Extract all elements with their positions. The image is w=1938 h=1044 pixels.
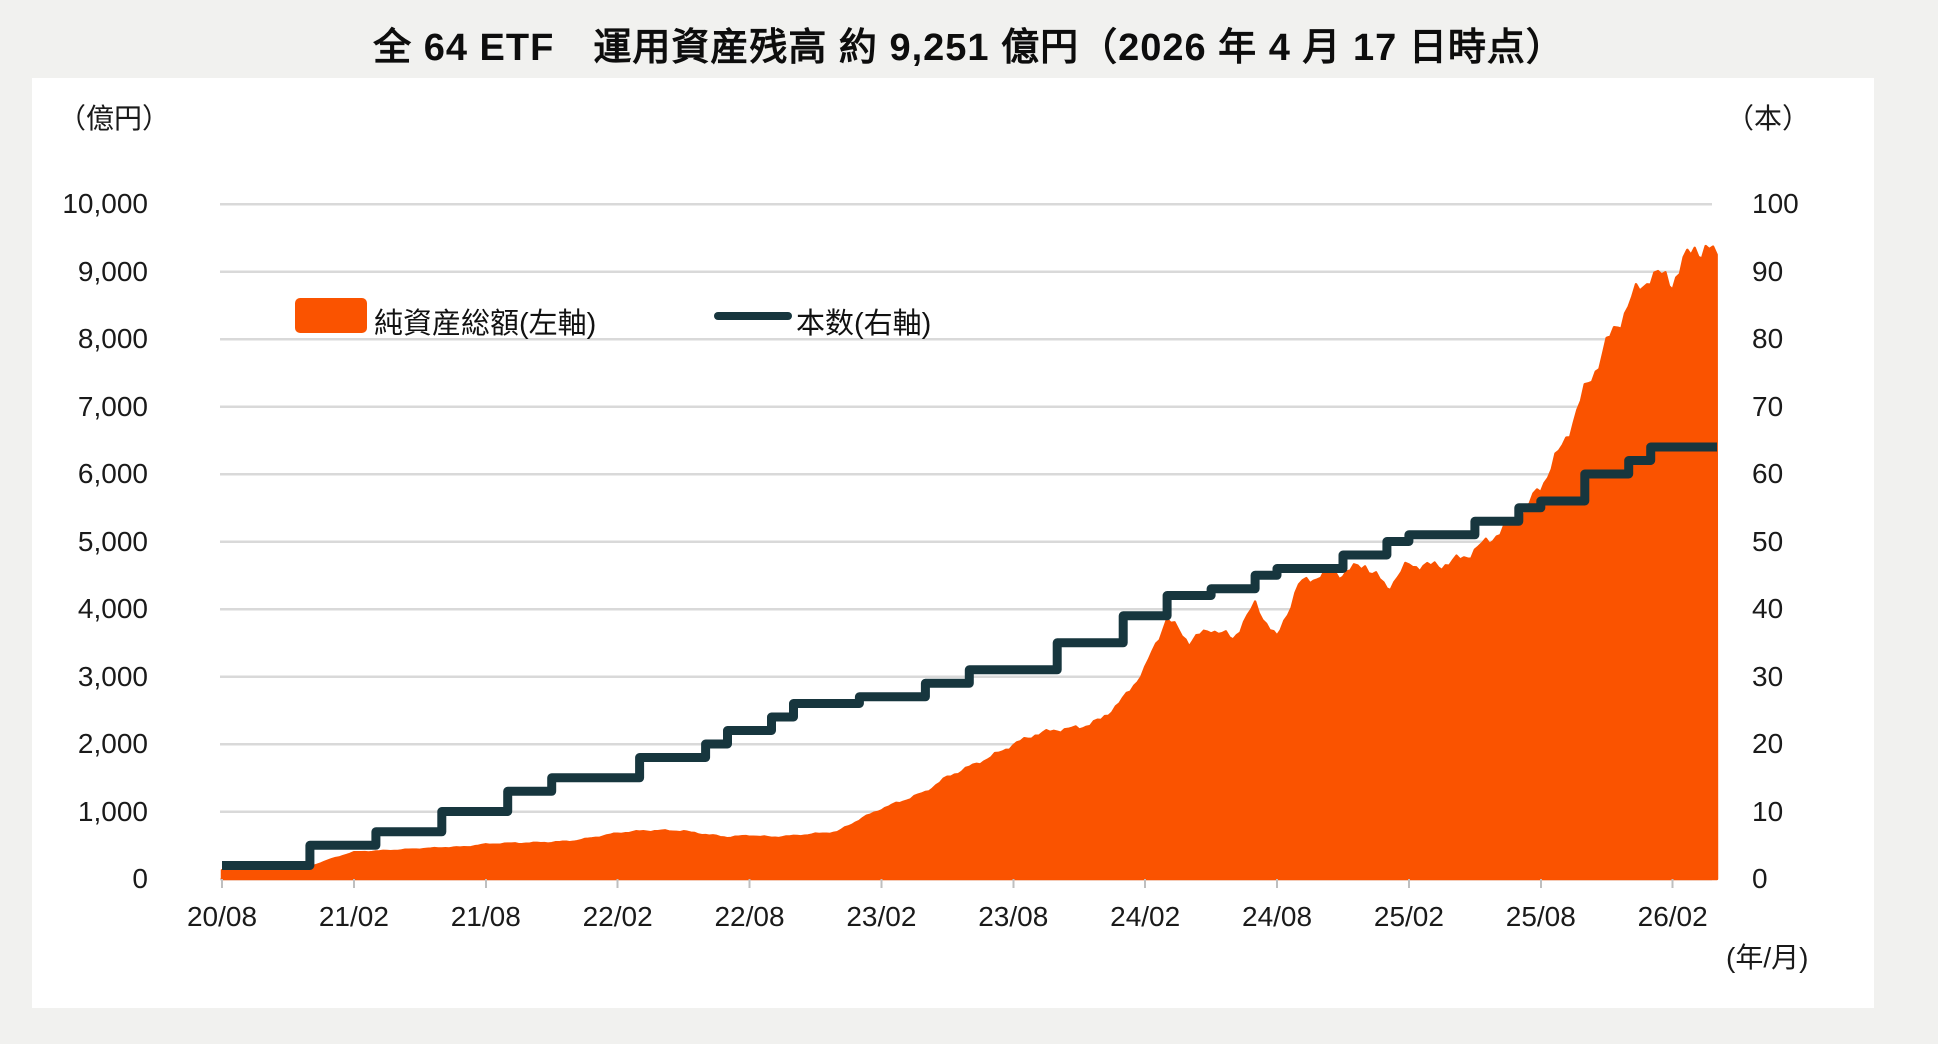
x-tick-25/02: 25/02 (1373, 901, 1444, 932)
line-series-swatch (714, 312, 792, 320)
left-tick-2,000: 2,000 (77, 728, 148, 759)
right-tick-60: 60 (1752, 458, 1784, 489)
right-tick-40: 40 (1752, 593, 1784, 624)
x-tick-25/08: 25/08 (1505, 901, 1576, 932)
right-tick-10: 10 (1752, 795, 1784, 827)
right-axis-unit-label: （本） (1726, 103, 1811, 134)
right-tick-80: 80 (1752, 323, 1784, 354)
right-tick-0: 0 (1752, 863, 1768, 894)
left-tick-10,000: 10,000 (62, 188, 148, 219)
area-series-swatch (295, 298, 367, 333)
left-tick-7,000: 7,000 (77, 390, 148, 422)
left-tick-4,000: 4,000 (77, 593, 148, 624)
x-tick-26/02: 26/02 (1637, 901, 1708, 932)
x-tick-21/08: 21/08 (450, 901, 521, 932)
net-assets-area-series (220, 244, 1719, 881)
right-tick-50: 50 (1752, 525, 1784, 557)
x-tick-23/02: 23/02 (846, 901, 917, 932)
left-tick-6,000: 6,000 (77, 458, 148, 489)
x-tick-23/08: 23/08 (978, 901, 1049, 932)
x-axis-unit-label: (年/月) (1726, 942, 1809, 973)
left-tick-8,000: 8,000 (77, 323, 148, 354)
x-tick-22/08: 22/08 (714, 901, 785, 932)
x-axis-tick-marks (221, 879, 1674, 888)
right-tick-100: 100 (1752, 188, 1799, 219)
left-tick-1,000: 1,000 (77, 795, 148, 827)
x-tick-24/02: 24/02 (1110, 901, 1181, 932)
left-tick-5,000: 5,000 (77, 525, 148, 557)
x-tick-22/02: 22/02 (582, 901, 653, 932)
right-tick-20: 20 (1752, 728, 1784, 759)
left-tick-0: 0 (132, 863, 148, 894)
left-axis-unit-label: （億円） (58, 103, 171, 134)
x-tick-24/08: 24/08 (1241, 901, 1313, 932)
line-series-label: 本数(右軸) (796, 308, 932, 340)
right-tick-70: 70 (1752, 390, 1784, 422)
area-series-label: 純資産総額(左軸) (374, 308, 597, 340)
left-tick-9,000: 9,000 (77, 255, 148, 287)
x-tick-20/08: 20/08 (186, 901, 258, 932)
left-tick-3,000: 3,000 (77, 660, 148, 692)
chart-title: 全 64 ETF 運用資産残高 約 9,251 億円（2026 年 4 月 17… (373, 27, 1565, 69)
x-tick-21/02: 21/02 (318, 901, 389, 932)
right-tick-30: 30 (1752, 660, 1784, 692)
right-tick-90: 90 (1752, 255, 1784, 287)
etf-count-line-series (222, 442, 1717, 870)
